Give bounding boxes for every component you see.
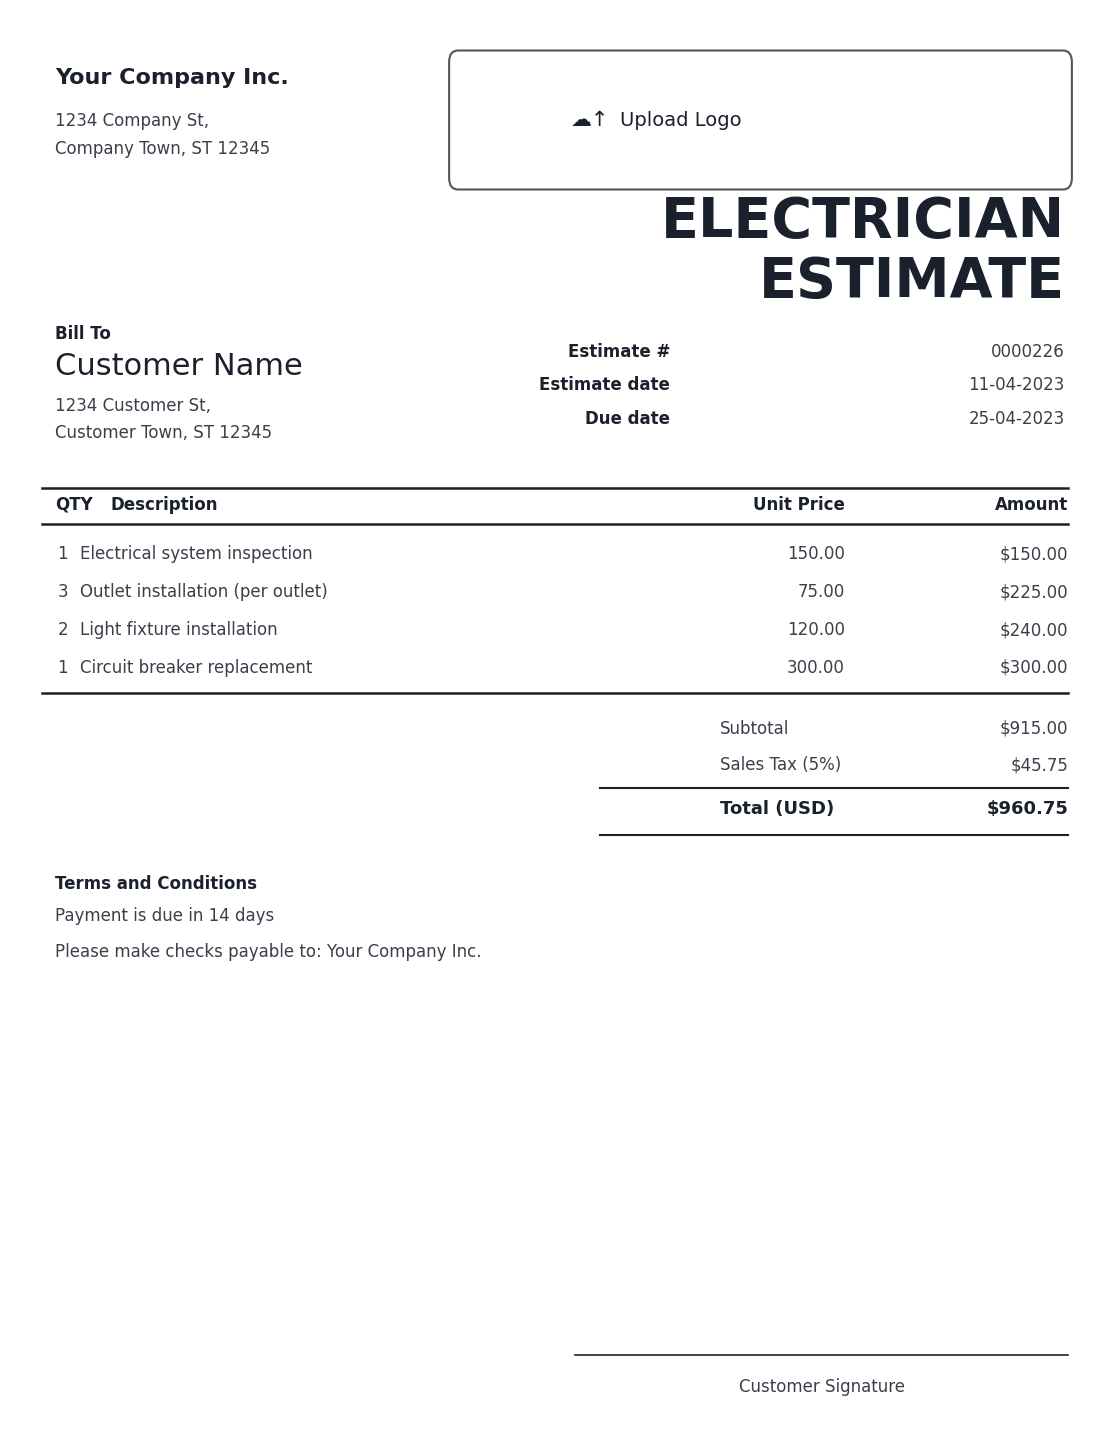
- Text: Unit Price: Unit Price: [753, 495, 845, 514]
- Text: Light fixture installation: Light fixture installation: [80, 620, 278, 639]
- Text: $240.00: $240.00: [999, 620, 1068, 639]
- Text: $915.00: $915.00: [999, 719, 1068, 738]
- Text: ELECTRICIAN: ELECTRICIAN: [660, 195, 1064, 248]
- Text: Circuit breaker replacement: Circuit breaker replacement: [80, 659, 312, 676]
- Text: $300.00: $300.00: [999, 659, 1068, 676]
- Text: Sales Tax (5%): Sales Tax (5%): [720, 755, 841, 774]
- Text: Terms and Conditions: Terms and Conditions: [56, 875, 258, 893]
- Text: Subtotal: Subtotal: [720, 719, 789, 738]
- Text: 1234 Company St,: 1234 Company St,: [56, 112, 209, 131]
- Text: $150.00: $150.00: [999, 546, 1068, 563]
- Text: Upload Logo: Upload Logo: [620, 111, 741, 129]
- Text: Bill To: Bill To: [56, 325, 111, 343]
- Text: 300.00: 300.00: [787, 659, 845, 676]
- Text: 25-04-2023: 25-04-2023: [969, 411, 1064, 428]
- FancyBboxPatch shape: [450, 50, 1072, 190]
- Text: Estimate #: Estimate #: [567, 343, 670, 360]
- Text: 1: 1: [58, 659, 68, 676]
- Text: QTY: QTY: [56, 495, 93, 514]
- Text: 11-04-2023: 11-04-2023: [969, 376, 1064, 393]
- Text: 0000226: 0000226: [991, 343, 1064, 360]
- Text: 1: 1: [58, 546, 68, 563]
- Text: Estimate date: Estimate date: [539, 376, 670, 393]
- Text: Due date: Due date: [585, 411, 670, 428]
- Text: $225.00: $225.00: [999, 583, 1068, 602]
- Text: 120.00: 120.00: [787, 620, 845, 639]
- Text: Your Company Inc.: Your Company Inc.: [56, 67, 289, 88]
- Text: Customer Signature: Customer Signature: [739, 1379, 905, 1396]
- Text: Payment is due in 14 days: Payment is due in 14 days: [56, 908, 274, 925]
- Text: $45.75: $45.75: [1010, 755, 1068, 774]
- Text: Please make checks payable to: Your Company Inc.: Please make checks payable to: Your Comp…: [56, 943, 482, 961]
- Text: Outlet installation (per outlet): Outlet installation (per outlet): [80, 583, 327, 602]
- Text: Total (USD): Total (USD): [720, 800, 835, 819]
- Text: Electrical system inspection: Electrical system inspection: [80, 546, 313, 563]
- Text: Amount: Amount: [995, 495, 1068, 514]
- Text: ☁↑: ☁↑: [571, 111, 609, 131]
- Text: 3: 3: [58, 583, 68, 602]
- Text: Description: Description: [110, 495, 218, 514]
- Text: $960.75: $960.75: [986, 800, 1068, 819]
- Text: Customer Name: Customer Name: [56, 352, 303, 381]
- Text: ESTIMATE: ESTIMATE: [759, 256, 1064, 309]
- Text: Company Town, ST 12345: Company Town, ST 12345: [56, 139, 270, 158]
- Text: 75.00: 75.00: [798, 583, 845, 602]
- Text: 1234 Customer St,: 1234 Customer St,: [56, 396, 211, 415]
- Text: Customer Town, ST 12345: Customer Town, ST 12345: [56, 424, 272, 442]
- Text: 150.00: 150.00: [787, 546, 845, 563]
- Text: 2: 2: [58, 620, 68, 639]
